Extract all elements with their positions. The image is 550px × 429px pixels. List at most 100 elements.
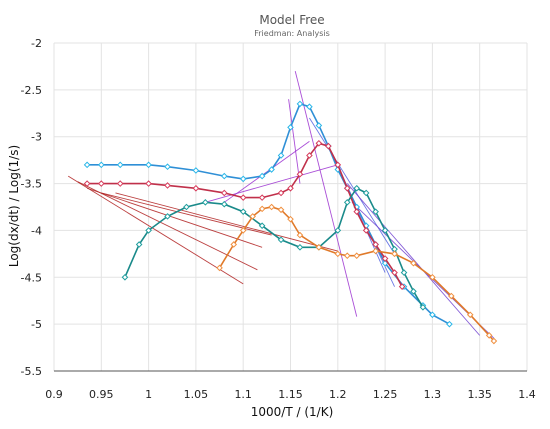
- fit-line-12: [346, 183, 481, 336]
- y-tick-label: -4.5: [21, 271, 42, 284]
- series-2-point: [145, 227, 152, 234]
- chart-title: Model Free: [259, 13, 324, 27]
- series-2-point: [343, 199, 351, 206]
- series-2-point: [277, 236, 285, 244]
- series-0-point: [116, 161, 124, 169]
- y-tick-label: -5.5: [21, 365, 42, 378]
- series-0-point: [145, 161, 152, 169]
- x-tick-label: 1.1: [234, 388, 252, 401]
- series-1-point: [315, 139, 323, 147]
- series-2-point: [220, 200, 228, 208]
- series-3-point: [277, 206, 285, 214]
- series-3-point: [391, 250, 398, 258]
- series-3-point: [258, 205, 266, 213]
- series-2-point: [400, 269, 408, 276]
- fit-line-7: [294, 71, 358, 317]
- data-series: [83, 100, 498, 345]
- series-1-point: [145, 180, 152, 187]
- chart-subtitle: Friedman: Analysis: [254, 29, 330, 38]
- series-0-point: [258, 172, 266, 180]
- series-2-point: [296, 243, 304, 251]
- series-1-point: [258, 194, 266, 201]
- x-tick-label: 0.95: [89, 388, 114, 401]
- x-tick-label: 1.25: [373, 388, 398, 401]
- series-3-point: [230, 241, 238, 248]
- grid: [53, 42, 528, 372]
- y-tick-label: -3.5: [21, 178, 42, 191]
- series-1-point: [391, 269, 398, 276]
- series-2-point: [164, 213, 171, 220]
- fit-line-5: [205, 164, 338, 203]
- series-2-point: [202, 199, 209, 206]
- fit-line-9: [309, 117, 395, 255]
- series-1-point: [306, 152, 313, 159]
- y-tick-label: -2: [31, 37, 42, 50]
- series-2-point: [239, 208, 247, 215]
- series-2-point: [135, 241, 143, 248]
- series-1-point: [296, 170, 304, 178]
- series-2-point: [362, 189, 370, 197]
- series-3-point: [296, 231, 304, 239]
- series-3-point: [466, 311, 474, 319]
- series-3-point: [239, 227, 247, 234]
- series-2-point: [353, 184, 361, 192]
- series-1-point: [164, 182, 171, 189]
- x-tick-label: 1.05: [184, 388, 209, 401]
- series-3-point: [410, 259, 417, 267]
- series-0-point: [429, 311, 436, 319]
- series-0-point: [287, 124, 294, 131]
- x-axis-title: 1000/T / (1/K): [251, 405, 334, 419]
- series-1-point: [83, 180, 91, 187]
- x-tick-label: 1.15: [278, 388, 303, 401]
- series-2-point: [121, 273, 129, 281]
- series-1-point: [192, 184, 200, 192]
- y-tick-label: -4: [31, 224, 42, 237]
- series-3-point: [372, 247, 379, 255]
- fit-lines: [67, 71, 495, 339]
- series-2-point: [410, 288, 417, 295]
- x-tick-label: 1.35: [467, 388, 492, 401]
- series-1-point: [239, 194, 247, 201]
- series-3-point: [249, 213, 256, 220]
- series-3-point: [353, 252, 361, 260]
- series-1-point: [398, 283, 406, 290]
- series-3-point: [287, 215, 294, 223]
- series-1-point: [343, 184, 351, 192]
- series-1-point: [381, 255, 389, 262]
- series-1-point: [334, 161, 342, 169]
- fit-line-8: [288, 99, 301, 184]
- series-1-point: [362, 227, 370, 234]
- series-3-point: [315, 243, 323, 251]
- series-3-point: [429, 273, 436, 281]
- series-0-point: [268, 166, 275, 173]
- series-0-point: [164, 163, 171, 171]
- x-tick-label: 1.2: [329, 388, 347, 401]
- series-1-point: [353, 208, 361, 215]
- fit-line-4: [115, 192, 338, 252]
- series-0-point: [315, 122, 323, 129]
- series-0-point: [220, 172, 228, 180]
- series-0-point: [446, 320, 453, 328]
- x-tick-label: 1: [145, 388, 152, 401]
- series-2-point: [372, 208, 379, 215]
- series-0-point: [192, 167, 200, 174]
- series-1-point: [97, 180, 105, 187]
- x-tick-label: 1.3: [424, 388, 442, 401]
- y-axis-title: Log(dx/dt) / Log(1/s): [7, 145, 21, 267]
- series-3-point: [448, 292, 455, 300]
- series-1-point: [287, 184, 294, 192]
- series-2-line: [124, 187, 424, 308]
- x-tick-label: 1.4: [518, 388, 536, 401]
- series-2-point: [419, 303, 427, 311]
- series-3-point: [490, 337, 498, 345]
- series-2-point: [258, 222, 266, 230]
- series-0-point: [83, 161, 91, 169]
- series-3-point: [343, 252, 351, 260]
- series-3-point: [334, 250, 342, 258]
- y-tick-label: -5: [31, 318, 42, 331]
- series-2-point: [381, 227, 389, 234]
- series-3-point: [268, 203, 275, 211]
- series-0-point: [306, 103, 313, 111]
- fit-line-2: [86, 187, 263, 248]
